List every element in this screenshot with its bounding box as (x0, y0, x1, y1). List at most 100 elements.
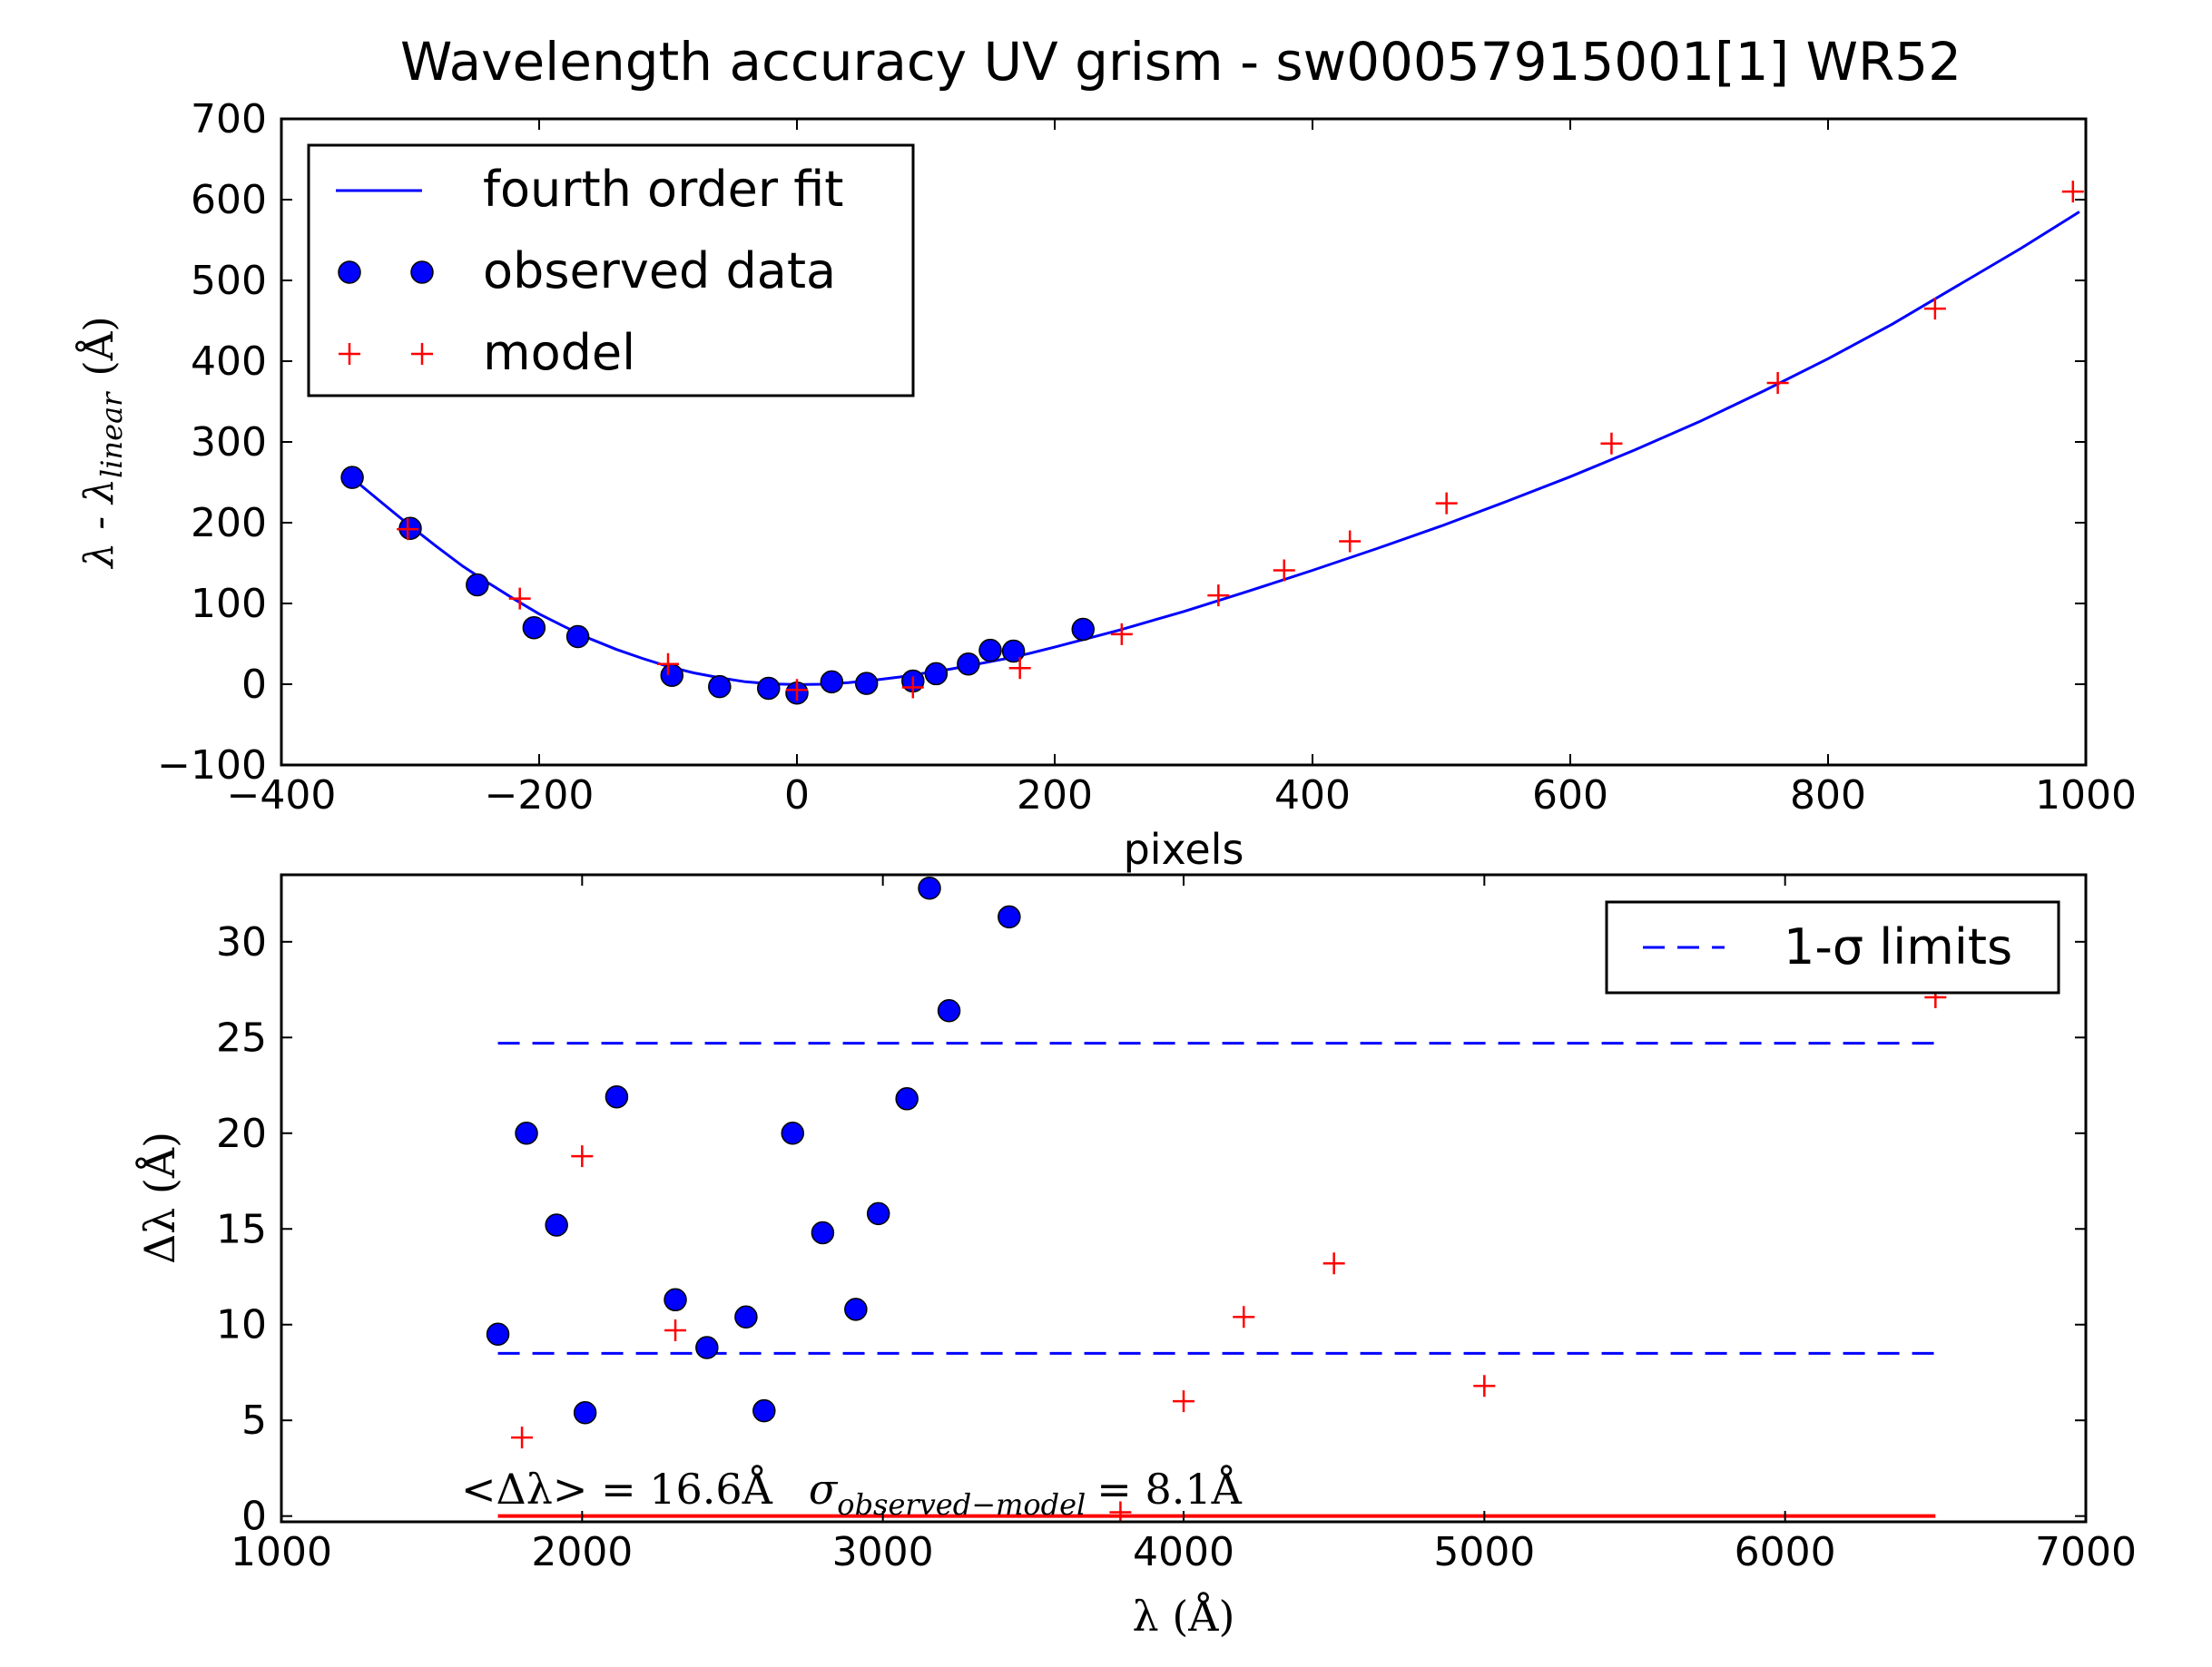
bottom-x-tick-label: 5000 (1433, 1529, 1535, 1575)
top-y-tick-label: 700 (191, 96, 267, 142)
top-observed-point (1071, 617, 1095, 642)
top-x-tick-label: 1000 (2035, 772, 2137, 819)
top-legend: fourth order fit observed data model (307, 143, 915, 397)
top-observed-point (340, 466, 364, 489)
bottom-x-tick-label: 1000 (231, 1529, 332, 1575)
top-y-tick-label: 0 (241, 662, 267, 708)
top-observed-point (660, 663, 684, 687)
top-model-marker (1110, 623, 1133, 645)
bottom-model-marker (511, 1427, 534, 1449)
annotation-sigma-subscript: observed−model (837, 1487, 1086, 1522)
top-legend-label: fourth order fit (483, 161, 843, 218)
top-model-marker (1766, 372, 1789, 395)
top-observed-point (466, 573, 489, 597)
bottom-model-marker (664, 1319, 687, 1342)
top-x-tick-label: 800 (1790, 772, 1866, 819)
top-observed-point (924, 662, 949, 686)
annotation-mean-delta: <Δλ> = 16.6Å σobserved−model = 8.1Å (461, 1464, 1243, 1522)
bottom-y-tick-label: 0 (241, 1494, 267, 1540)
top-model-marker (1008, 657, 1031, 680)
bottom-observed-point (866, 1201, 890, 1226)
bottom-y-tick-label: 10 (216, 1302, 267, 1348)
bottom-model-marker (1322, 1252, 1345, 1275)
bottom-legend-label: 1-σ limits (1784, 918, 2012, 976)
bottom-observed-point (573, 1401, 597, 1425)
bottom-observed-point (486, 1322, 510, 1347)
top-model-marker (1273, 559, 1295, 582)
top-model-marker (1339, 530, 1362, 553)
bottom-model-marker (1109, 1501, 1132, 1524)
top-y-tick-label: 100 (191, 581, 267, 627)
bottom-model-marker (1233, 1306, 1255, 1329)
top-y-tick-label: 400 (191, 338, 267, 385)
top-plot-series (340, 181, 2084, 705)
bottom-x-axis-label: λ (Å) (1133, 1591, 1235, 1641)
top-x-tick-label: 0 (784, 772, 810, 819)
bottom-observed-point (605, 1084, 629, 1109)
bottom-legend: 1-σ limits (1605, 900, 2060, 995)
bottom-observed-point (752, 1398, 776, 1423)
top-legend-entry-point-swatch (410, 260, 434, 284)
bottom-model-marker (1473, 1375, 1496, 1397)
annotation-mean-text: <Δλ> = 16.6Å (461, 1464, 773, 1514)
top-legend-label: observed data (483, 242, 836, 299)
top-y-tick-label: 200 (191, 500, 267, 546)
annotation-sigma-value: = 8.1Å (1096, 1464, 1242, 1514)
top-legend-entry-plus-swatch (339, 343, 360, 365)
top-y-tick-label: −100 (157, 742, 267, 789)
top-legend-label: model (483, 324, 635, 381)
top-x-tick-label: 200 (1017, 772, 1093, 819)
top-observed-point (522, 615, 546, 640)
top-model-marker (1207, 584, 1230, 607)
bottom-observed-point (545, 1213, 568, 1237)
top-legend-box (307, 143, 915, 397)
top-model-marker (397, 518, 419, 541)
bottom-observed-point (695, 1336, 719, 1359)
bottom-observed-point (734, 1305, 758, 1329)
top-observed-point (854, 672, 879, 695)
top-x-tick-label: −400 (227, 772, 337, 819)
bottom-observed-point (811, 1221, 835, 1245)
top-observed-point (708, 674, 732, 699)
top-x-tick-label: 600 (1532, 772, 1608, 819)
top-legend-entry-point-swatch (338, 260, 361, 284)
top-y-tick-label: 300 (191, 419, 267, 466)
top-panel: Wavelength accuracy UV grism - sw0005791… (74, 31, 2137, 874)
top-y-tick-label: 600 (191, 177, 267, 223)
bottom-x-tick-label: 2000 (531, 1529, 633, 1575)
bottom-y-tick-label: 25 (216, 1015, 267, 1061)
bottom-y-axis-label: Δλ (Å) (134, 1132, 184, 1264)
bottom-observed-point (781, 1122, 805, 1145)
top-model-marker (901, 676, 924, 699)
top-observed-point (565, 624, 590, 649)
bottom-x-tick-label: 4000 (1133, 1529, 1234, 1575)
top-y-axis-label: λ - λlinear (Å) (74, 316, 129, 569)
top-observed-point (1001, 639, 1026, 663)
top-axis-ticks: −400 −200 0 200 400 600 800 1000 −100 0 100 200 300 4… (157, 96, 2137, 819)
top-legend-entry-plus-swatch (411, 343, 433, 365)
chart-title: Wavelength accuracy UV grism - sw0005791… (400, 31, 1961, 93)
bottom-observed-point (998, 905, 1021, 929)
bottom-model-marker (571, 1145, 594, 1168)
bottom-y-tick-label: 15 (216, 1206, 267, 1252)
bottom-observed-point (895, 1087, 919, 1111)
top-model-marker (786, 679, 808, 701)
top-model-marker (2061, 181, 2084, 203)
top-model-marker (657, 652, 679, 675)
top-y-axis-label-lambda: λ - λ (76, 478, 123, 570)
bottom-observed-point (515, 1122, 538, 1145)
bottom-x-tick-label: 7000 (2035, 1529, 2137, 1575)
top-y-axis-label-sub: linear (94, 391, 129, 478)
top-observed-point (957, 652, 980, 676)
bottom-x-tick-label: 6000 (1735, 1529, 1836, 1575)
bottom-y-tick-label: 20 (216, 1111, 267, 1157)
bottom-y-tick-label: 5 (241, 1397, 267, 1444)
bottom-observed-point (937, 999, 961, 1023)
top-observed-point (820, 670, 844, 694)
top-model-marker (1923, 298, 1946, 320)
bottom-axis-ticks: 1000 2000 3000 4000 5000 6000 7000 0 5 10 15 20 25 30 (216, 875, 2137, 1575)
annotation-sigma-symbol: σ (809, 1465, 839, 1514)
bottom-observed-point (664, 1288, 687, 1312)
top-model-marker (508, 587, 531, 610)
